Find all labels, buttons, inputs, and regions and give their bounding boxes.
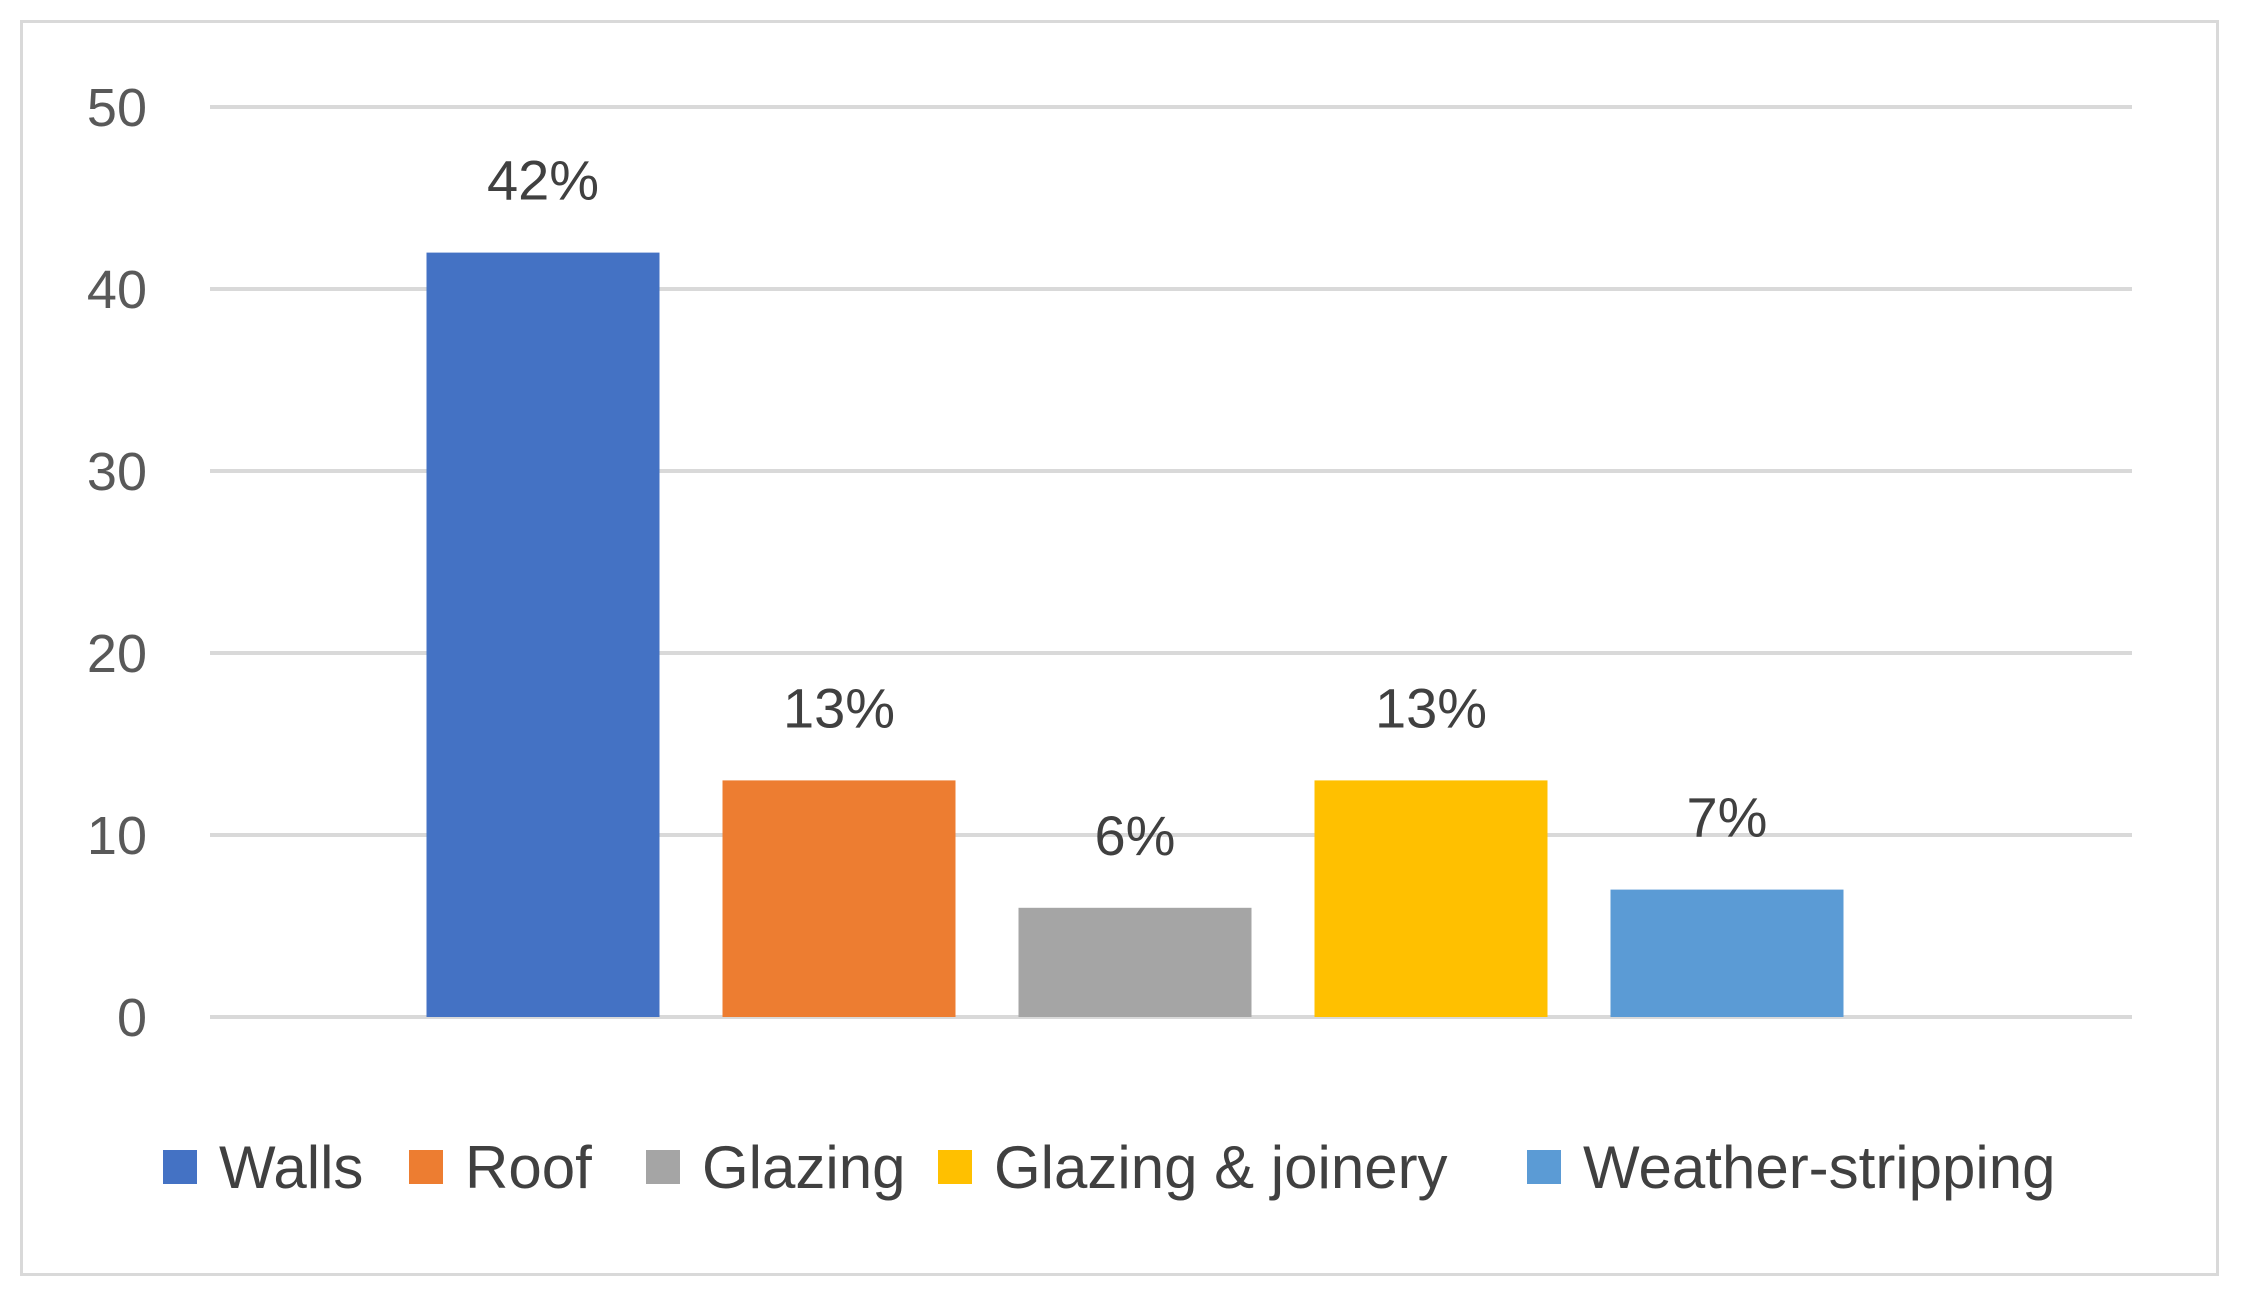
data-label: 13% <box>783 676 895 739</box>
chart-frame <box>20 20 2219 1276</box>
legend-label: Weather-stripping <box>1583 1134 2055 1201</box>
y-tick-label: 0 <box>117 988 147 1048</box>
legend-swatch <box>409 1150 443 1184</box>
bar <box>722 780 956 1017</box>
bar <box>1314 780 1548 1017</box>
y-tick-label: 40 <box>87 260 147 320</box>
bar <box>1610 889 1844 1017</box>
legend-label: Walls <box>219 1134 363 1201</box>
legend-label: Glazing <box>702 1134 905 1201</box>
y-tick-label: 10 <box>87 806 147 866</box>
y-tick-label: 50 <box>87 78 147 138</box>
bar <box>1018 907 1252 1017</box>
legend-swatch <box>1527 1150 1561 1184</box>
data-label: 7% <box>1687 786 1768 849</box>
legend-label: Glazing & joinery <box>994 1134 1448 1201</box>
data-label: 6% <box>1095 804 1176 867</box>
bars <box>426 252 1844 1018</box>
data-labels: 42% 13% 6% 13% 7% <box>487 149 1768 867</box>
legend-label: Roof <box>465 1134 592 1201</box>
data-label: 13% <box>1375 676 1487 739</box>
legend-swatch <box>646 1150 680 1184</box>
legend-swatch <box>163 1150 197 1184</box>
legend-swatch <box>938 1150 972 1184</box>
data-label: 42% <box>487 149 599 212</box>
y-tick-label: 20 <box>87 624 147 684</box>
bar <box>426 252 660 1018</box>
legend: Walls Roof Glazing Glazing & joinery Weather… <box>163 1134 2055 1201</box>
y-axis-ticks: 0 10 20 30 40 50 <box>87 78 147 1048</box>
y-tick-label: 30 <box>87 442 147 502</box>
